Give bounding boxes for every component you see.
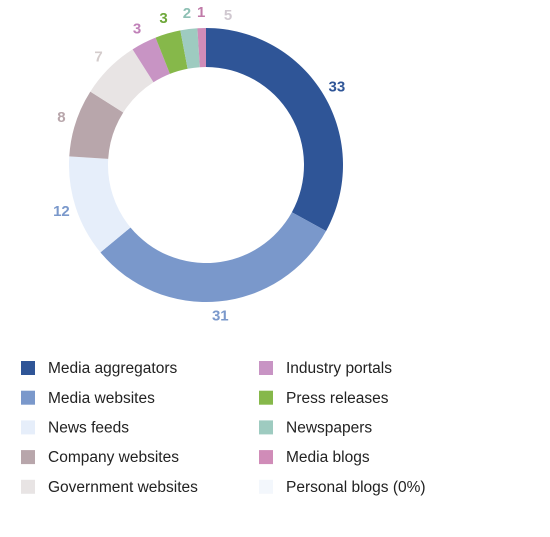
legend-label: Company websites	[48, 449, 179, 466]
data-label: 33	[328, 79, 345, 96]
legend-swatch	[21, 479, 35, 494]
legend-swatch	[21, 450, 35, 465]
data-label: 7	[94, 48, 102, 65]
legend-label: Government websites	[48, 479, 198, 496]
legend-swatch	[259, 420, 273, 435]
data-label: 12	[53, 203, 70, 220]
donut-slice	[100, 212, 327, 302]
data-label: 8	[57, 109, 65, 126]
legend-label: Press releases	[286, 390, 389, 407]
donut-slice	[69, 156, 131, 253]
donut-slice	[180, 28, 200, 69]
legend-swatch	[259, 479, 273, 494]
donut-slice	[69, 91, 124, 159]
donut-slice	[132, 37, 170, 83]
data-label: 1	[197, 4, 205, 21]
legend-label: Media aggregators	[48, 360, 177, 377]
legend-label: Newspapers	[286, 419, 372, 436]
data-label: 31	[212, 307, 229, 324]
legend-swatch	[259, 361, 273, 375]
data-label: 2	[183, 5, 191, 22]
donut-slice	[197, 28, 206, 68]
annotation: 5	[224, 7, 232, 24]
legend-label: News feeds	[48, 419, 129, 436]
data-label: 3	[133, 21, 141, 38]
legend-swatch	[21, 390, 35, 405]
legend-label: Media blogs	[286, 449, 370, 466]
legend-swatch	[21, 361, 35, 375]
legend-label: Media websites	[48, 390, 155, 407]
legend-swatch	[21, 420, 35, 435]
donut-slice	[155, 30, 188, 74]
data-label: 3	[159, 10, 167, 27]
legend-label: Personal blogs (0%)	[286, 479, 426, 496]
donut-slice	[90, 49, 154, 113]
legend-swatch	[259, 390, 273, 405]
donut-slice	[206, 28, 344, 232]
legend-swatch	[259, 450, 273, 465]
legend-label: Industry portals	[286, 360, 392, 377]
